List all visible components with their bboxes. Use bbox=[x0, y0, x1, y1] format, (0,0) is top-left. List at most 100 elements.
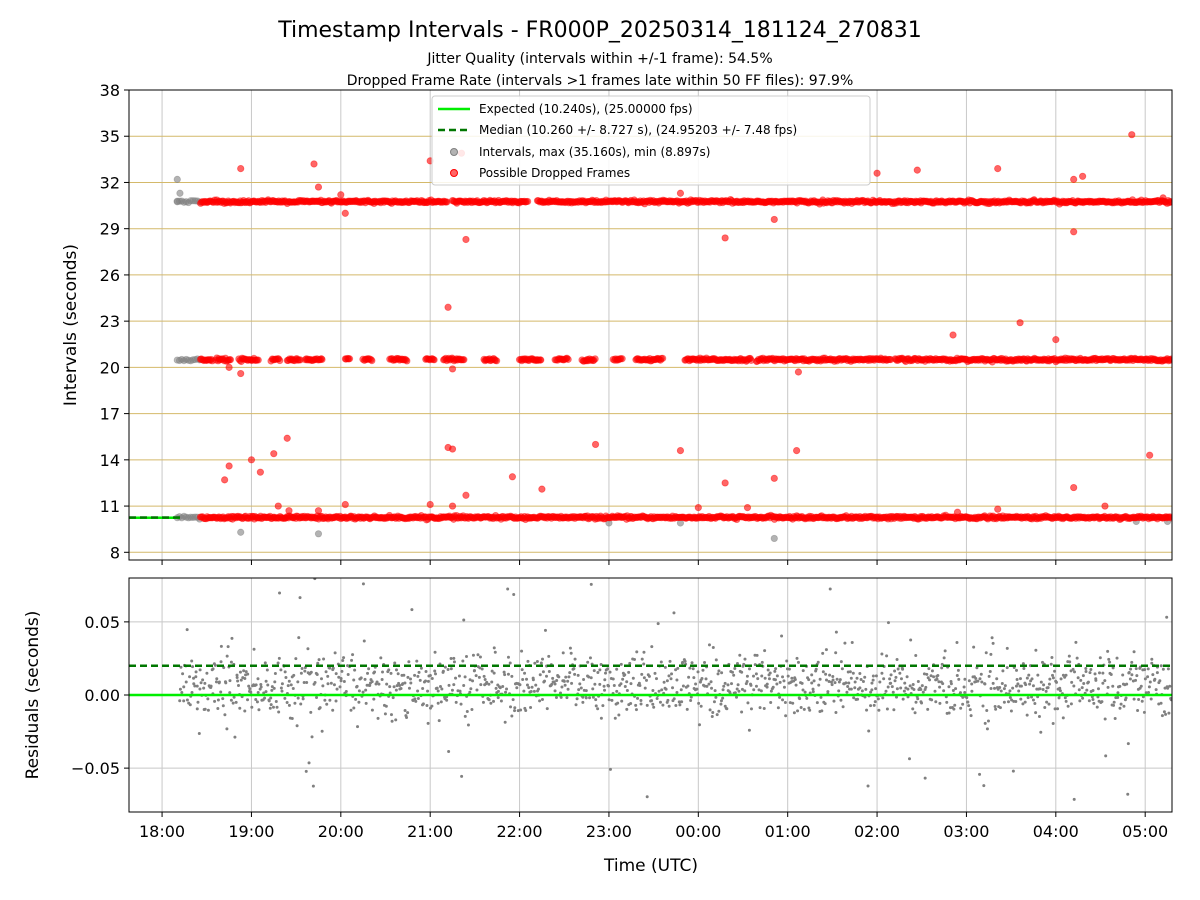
residual-point bbox=[993, 705, 997, 709]
residual-point bbox=[604, 671, 608, 675]
residual-point bbox=[339, 677, 343, 681]
residual-point bbox=[912, 688, 916, 692]
residual-point bbox=[783, 701, 787, 705]
residual-point bbox=[984, 651, 988, 655]
residual-point bbox=[346, 672, 350, 676]
residual-point bbox=[304, 769, 308, 773]
residual-point bbox=[885, 707, 889, 711]
residual-point bbox=[1073, 670, 1077, 674]
residual-point bbox=[853, 686, 857, 690]
residual-point bbox=[560, 685, 564, 689]
x-tick-label: 20:00 bbox=[318, 822, 364, 841]
residual-point bbox=[289, 683, 293, 687]
residual-point bbox=[221, 704, 225, 708]
residual-point bbox=[895, 657, 899, 661]
residual-point bbox=[834, 711, 838, 715]
residual-point bbox=[882, 677, 886, 681]
residual-point bbox=[1161, 667, 1165, 671]
residual-point bbox=[267, 699, 271, 703]
residual-point bbox=[213, 663, 217, 667]
residual-point bbox=[1154, 688, 1158, 692]
residual-point bbox=[1025, 713, 1029, 717]
residuals-y-tick-label: 0.00 bbox=[84, 686, 120, 705]
residual-point bbox=[613, 716, 617, 720]
residual-point bbox=[226, 645, 230, 649]
residual-point bbox=[332, 683, 336, 687]
residual-point bbox=[340, 669, 344, 673]
residual-point bbox=[1155, 671, 1159, 675]
residual-point bbox=[492, 671, 496, 675]
x-tick-label: 00:00 bbox=[675, 822, 721, 841]
residual-point bbox=[416, 674, 420, 678]
residual-point bbox=[1115, 656, 1119, 660]
dropped-frame-point bbox=[913, 166, 921, 174]
residual-point bbox=[970, 682, 974, 686]
residual-point bbox=[1009, 709, 1013, 713]
interval-point bbox=[173, 175, 181, 183]
residual-point bbox=[1106, 685, 1110, 689]
residual-point bbox=[534, 683, 538, 687]
residual-point bbox=[344, 689, 348, 693]
residual-point bbox=[430, 704, 434, 708]
residual-point bbox=[640, 672, 644, 676]
residual-point bbox=[541, 657, 545, 661]
residual-point bbox=[511, 698, 515, 702]
residual-point bbox=[1106, 649, 1110, 653]
residual-point bbox=[424, 669, 428, 673]
residual-point bbox=[1061, 716, 1065, 720]
legend-intervals-label: Intervals, max (35.160s), min (8.897s) bbox=[479, 145, 710, 159]
residual-point bbox=[283, 696, 287, 700]
residual-point bbox=[243, 677, 247, 681]
residual-point bbox=[190, 691, 194, 695]
residual-point bbox=[837, 689, 841, 693]
residual-point bbox=[817, 683, 821, 687]
residual-point bbox=[445, 698, 449, 702]
residual-point bbox=[1011, 769, 1015, 773]
residual-point bbox=[603, 678, 607, 682]
residual-point bbox=[991, 641, 995, 645]
residual-point bbox=[876, 697, 880, 701]
residual-point bbox=[998, 706, 1002, 710]
residual-point bbox=[525, 677, 529, 681]
dropped-frame-point bbox=[225, 462, 233, 470]
dropped-frame-point bbox=[538, 485, 546, 493]
residual-point bbox=[478, 655, 482, 659]
dropped-frame-point bbox=[285, 507, 293, 515]
residual-point bbox=[795, 656, 799, 660]
residual-point bbox=[905, 675, 909, 679]
residual-point bbox=[720, 671, 724, 675]
residual-point bbox=[701, 668, 705, 672]
residual-point bbox=[512, 593, 516, 597]
residual-point bbox=[370, 680, 374, 684]
dropped-frame-point bbox=[1128, 131, 1136, 139]
residual-point bbox=[387, 668, 391, 672]
residual-point bbox=[990, 636, 994, 640]
residual-point bbox=[223, 713, 227, 717]
residual-point bbox=[933, 689, 937, 693]
dropped-frame-point bbox=[676, 189, 685, 197]
residual-point bbox=[768, 671, 772, 675]
residual-point bbox=[461, 659, 465, 663]
residual-point bbox=[342, 679, 346, 683]
residual-point bbox=[930, 669, 934, 673]
residual-point bbox=[476, 653, 480, 657]
residual-point bbox=[1039, 680, 1043, 684]
residual-point bbox=[653, 671, 657, 675]
residual-point bbox=[959, 706, 963, 710]
residual-point bbox=[743, 657, 747, 661]
residual-point bbox=[824, 678, 828, 682]
residual-point bbox=[553, 689, 557, 693]
residual-point bbox=[810, 673, 814, 677]
residual-point bbox=[999, 689, 1003, 693]
residual-point bbox=[754, 672, 758, 676]
residual-point bbox=[930, 698, 934, 702]
residual-point bbox=[1104, 754, 1108, 758]
residual-point bbox=[265, 668, 269, 672]
residual-point bbox=[942, 689, 946, 693]
residual-point bbox=[619, 662, 623, 666]
dropped-frame-point bbox=[1070, 228, 1078, 236]
residual-point bbox=[707, 643, 711, 647]
residual-point bbox=[634, 703, 638, 707]
residual-point bbox=[234, 700, 238, 704]
